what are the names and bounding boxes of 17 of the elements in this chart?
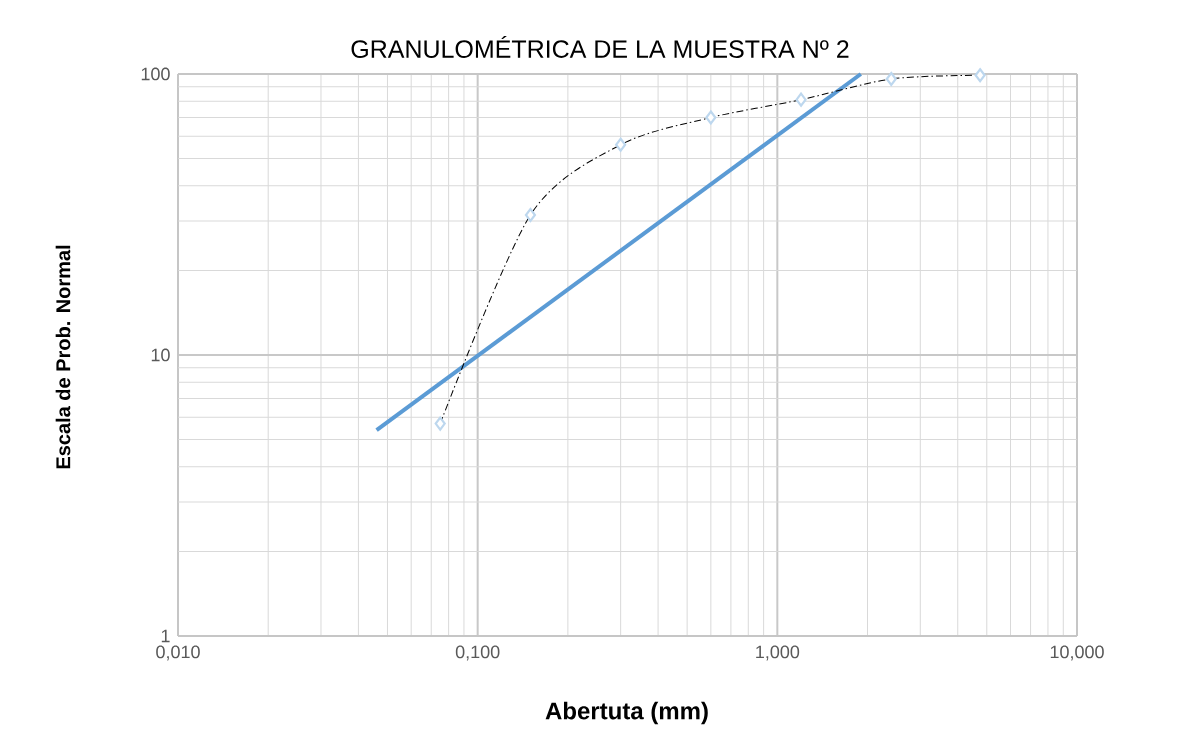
x-tick-label: 0,010 (156, 645, 200, 661)
point (974, 68, 986, 83)
y-axis-title: Escala de Prob. Normal (55, 245, 71, 469)
x-tick-label: 0,100 (455, 645, 500, 661)
point (615, 137, 627, 152)
x-tick-label: 1,000 (756, 645, 800, 661)
point (885, 71, 897, 87)
x-tick-label: 10,000 (1050, 645, 1104, 661)
point (795, 92, 807, 107)
y-tick-label: 10 (151, 348, 170, 362)
x-axis-title: Abertuta (mm) (545, 701, 708, 725)
y-tick-label: 100 (141, 67, 170, 81)
chart-title: GRANULOMÉTRICA DE LA MUESTRA Nº 2 (351, 36, 849, 58)
point (524, 207, 537, 223)
point (705, 110, 717, 125)
point (434, 416, 446, 431)
y-tick-label: 1 (161, 629, 170, 643)
